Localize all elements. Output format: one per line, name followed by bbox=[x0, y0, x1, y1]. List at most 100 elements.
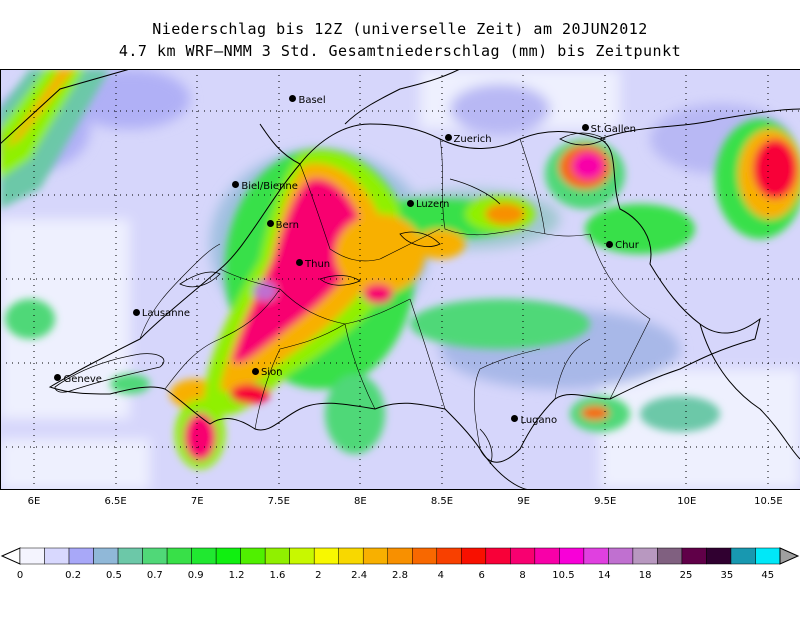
colorbar-swatch bbox=[191, 547, 217, 565]
colorbar-swatch bbox=[436, 547, 462, 565]
colorbar-swatch bbox=[264, 547, 290, 565]
city-thun: Thun bbox=[296, 259, 330, 270]
graticule bbox=[0, 69, 800, 490]
city-marker-icon bbox=[511, 415, 519, 423]
colorbar-swatch bbox=[19, 547, 45, 565]
city-label: Geneve bbox=[63, 373, 102, 385]
city-label: Basel bbox=[298, 94, 326, 106]
city-marker-icon bbox=[251, 367, 259, 375]
colorbar-swatch bbox=[657, 547, 683, 565]
x-tick-label: 10E bbox=[677, 496, 697, 507]
city-label: Lugano bbox=[520, 414, 558, 426]
city-marker-icon bbox=[444, 134, 452, 142]
colorbar-swatch bbox=[313, 547, 339, 565]
colorbar-swatch bbox=[44, 547, 70, 565]
colorbar-swatch bbox=[362, 547, 388, 565]
city-marker-icon bbox=[606, 240, 614, 248]
colorbar-label: 0 bbox=[16, 570, 24, 581]
colorbar bbox=[0, 547, 800, 565]
colorbar-label: 1.2 bbox=[228, 570, 245, 581]
city-biel-bienne: Biel/Bienne bbox=[232, 181, 298, 192]
colorbar-label: 0.7 bbox=[146, 570, 163, 581]
canton-borders bbox=[139, 138, 651, 450]
colorbar-swatch bbox=[240, 547, 266, 565]
city-luzern: Luzern bbox=[406, 199, 449, 210]
colorbar-swatch bbox=[387, 547, 413, 565]
colorbar-right-arrow bbox=[779, 547, 800, 565]
colorbar-label: 2 bbox=[315, 570, 322, 581]
city-marker-icon bbox=[289, 95, 297, 103]
colorbar-left-arrow bbox=[0, 547, 21, 565]
city-label: St.Gallen bbox=[590, 123, 636, 135]
city-zuerich: Zuerich bbox=[444, 133, 492, 145]
city-label: Thun bbox=[305, 258, 331, 270]
colorbar-label: 6 bbox=[478, 570, 485, 581]
colorbar-swatch bbox=[510, 547, 536, 565]
precip-field-mid bbox=[0, 69, 800, 469]
x-tick-label: 9E bbox=[517, 496, 530, 507]
x-tick-label: 6.5E bbox=[104, 496, 127, 507]
colorbar-swatch bbox=[559, 547, 585, 565]
colorbar-swatch bbox=[706, 547, 732, 565]
x-tick-label: 8E bbox=[354, 496, 367, 507]
city-marker-icon bbox=[266, 220, 274, 228]
city-marker-icon bbox=[406, 199, 414, 207]
colorbar-swatch bbox=[461, 547, 487, 565]
city-label: Lausanne bbox=[141, 308, 191, 319]
city-geneve: Geneve bbox=[54, 373, 102, 385]
city-bern: Bern bbox=[266, 219, 299, 231]
colorbar-label: 2.8 bbox=[392, 570, 408, 581]
colorbar-swatch bbox=[412, 547, 438, 565]
city-label: Biel/Bienne bbox=[241, 180, 298, 192]
colorbar-swatch bbox=[755, 547, 781, 565]
map-title: Niederschlag bis 12Z (universelle Zeit) … bbox=[152, 20, 648, 38]
x-tick-label: 10.5E bbox=[754, 496, 783, 507]
city-label: Zuerich bbox=[453, 133, 492, 145]
colorbar-swatch bbox=[142, 547, 168, 565]
colorbar-swatch bbox=[117, 547, 143, 565]
city-marker-icon bbox=[296, 259, 304, 267]
colorbar-label: 18 bbox=[638, 570, 652, 581]
country-borders bbox=[0, 69, 800, 490]
precipitation-map bbox=[0, 69, 800, 490]
city-marker-icon bbox=[54, 374, 62, 382]
colorbar-label: 25 bbox=[679, 570, 693, 581]
lakes bbox=[54, 132, 606, 465]
city-marker-icon bbox=[581, 124, 589, 131]
x-tick-label: 7.5E bbox=[267, 496, 290, 507]
colorbar-swatch bbox=[289, 547, 315, 565]
colorbar-label: 14 bbox=[597, 570, 611, 581]
city-sion: Sion bbox=[251, 367, 283, 379]
colorbar-label: 1.6 bbox=[269, 570, 286, 581]
x-tick-label: 8.5E bbox=[430, 496, 454, 507]
x-tick-label: 9.5E bbox=[594, 496, 617, 507]
colorbar-label: 45 bbox=[761, 570, 775, 581]
city-st-gallen: St.Gallen bbox=[581, 123, 636, 135]
colorbar-label: 0.9 bbox=[187, 570, 204, 581]
city-marker-icon bbox=[132, 308, 140, 316]
city-chur: Chur bbox=[606, 240, 639, 251]
colorbar-swatch bbox=[68, 547, 94, 565]
city-label: Sion bbox=[260, 367, 283, 379]
colorbar-swatch bbox=[93, 547, 119, 565]
colorbar-swatch bbox=[608, 547, 634, 565]
colorbar-swatch bbox=[730, 547, 756, 565]
city-label: Bern bbox=[275, 219, 299, 231]
colorbar-label: 2.4 bbox=[351, 570, 368, 581]
city-lugano: Lugano bbox=[511, 415, 557, 426]
x-tick-label: 6E bbox=[27, 496, 41, 507]
colorbar-swatch bbox=[583, 547, 609, 565]
city-basel: Basel bbox=[289, 94, 326, 106]
colorbar-swatch bbox=[338, 547, 364, 565]
colorbar-swatch bbox=[632, 547, 658, 565]
colorbar-label: 0.5 bbox=[106, 570, 122, 581]
colorbar-swatch bbox=[681, 547, 707, 565]
colorbar-label: 8 bbox=[519, 570, 526, 581]
colorbar-swatch bbox=[166, 547, 192, 565]
colorbar-label: 4 bbox=[437, 570, 445, 581]
colorbar-swatch bbox=[485, 547, 511, 565]
city-label: Chur bbox=[615, 240, 639, 252]
colorbar-swatch bbox=[215, 547, 241, 565]
city-marker-icon bbox=[232, 181, 240, 189]
colorbar-swatch bbox=[534, 547, 560, 565]
